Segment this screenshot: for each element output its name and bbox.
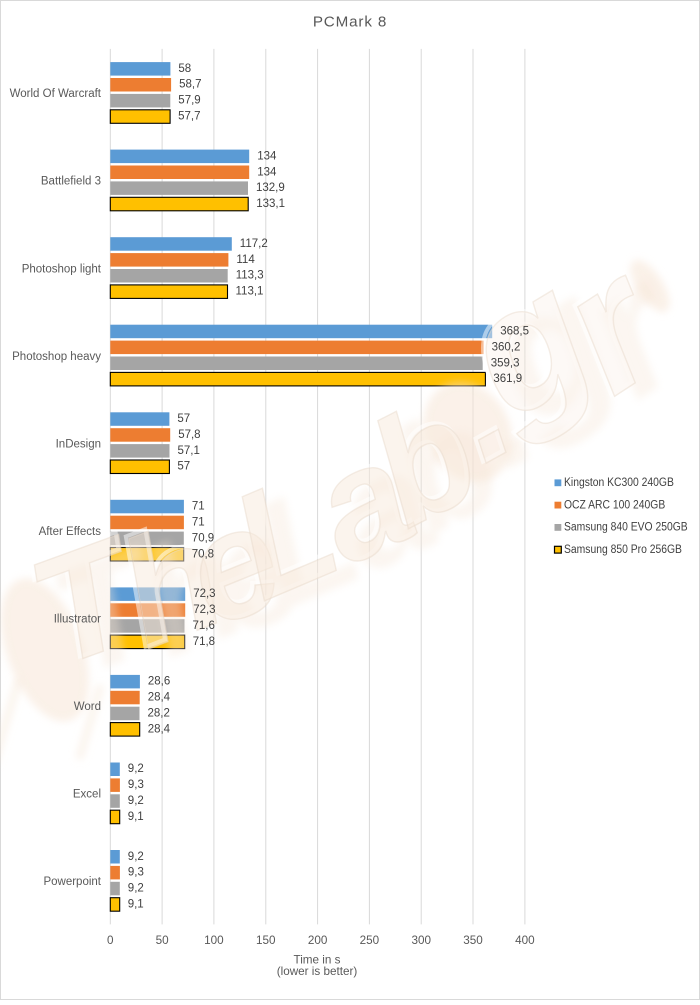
svg-text:Excel: Excel <box>73 789 101 801</box>
svg-text:28,4: 28,4 <box>148 692 171 704</box>
svg-text:133,1: 133,1 <box>256 198 285 210</box>
svg-text:Samsung 840 EVO 250GB: Samsung 840 EVO 250GB <box>564 521 688 534</box>
svg-text:Time in s: Time in s <box>294 954 341 967</box>
svg-text:9,1: 9,1 <box>128 899 144 911</box>
svg-text:57,7: 57,7 <box>178 111 200 123</box>
svg-text:Powerpoint: Powerpoint <box>43 876 101 888</box>
svg-text:Battlefield 3: Battlefield 3 <box>41 176 101 188</box>
svg-text:Photoshop light: Photoshop light <box>22 263 102 275</box>
svg-text:9,2: 9,2 <box>128 851 144 863</box>
svg-text:71,8: 71,8 <box>193 636 215 648</box>
svg-text:150: 150 <box>256 934 276 947</box>
svg-text:50: 50 <box>156 934 170 947</box>
svg-text:After Effects: After Effects <box>39 526 102 538</box>
svg-text:350: 350 <box>463 934 483 947</box>
svg-text:400: 400 <box>515 934 535 947</box>
svg-text:359,3: 359,3 <box>491 357 520 369</box>
svg-text:Word: Word <box>74 701 101 713</box>
svg-text:360,2: 360,2 <box>492 341 521 353</box>
svg-text:Samsung 850 Pro 256GB: Samsung 850 Pro 256GB <box>564 543 682 556</box>
svg-text:(lower is better): (lower is better) <box>277 965 358 978</box>
svg-text:57,9: 57,9 <box>178 95 200 107</box>
svg-text:100: 100 <box>204 934 224 947</box>
svg-text:368,5: 368,5 <box>500 326 529 338</box>
svg-text:113,3: 113,3 <box>236 270 264 282</box>
svg-text:9,2: 9,2 <box>128 763 144 775</box>
svg-text:71,6: 71,6 <box>193 620 215 632</box>
svg-text:InDesign: InDesign <box>56 438 101 450</box>
svg-text:Photoshop heavy: Photoshop heavy <box>12 351 101 363</box>
svg-text:134: 134 <box>257 166 277 178</box>
svg-text:9,3: 9,3 <box>128 867 144 879</box>
svg-text:28,2: 28,2 <box>148 708 170 720</box>
svg-text:Illustrator: Illustrator <box>54 614 101 626</box>
svg-text:0: 0 <box>107 934 114 947</box>
svg-text:58,7: 58,7 <box>179 79 201 91</box>
svg-text:117,2: 117,2 <box>240 238 268 250</box>
svg-text:World Of Warcraft: World Of Warcraft <box>10 88 102 100</box>
svg-text:57: 57 <box>177 461 190 473</box>
svg-text:9,2: 9,2 <box>128 883 144 895</box>
svg-text:Kingston KC300 240GB: Kingston KC300 240GB <box>564 476 674 489</box>
svg-text:134: 134 <box>257 150 277 162</box>
svg-text:72,3: 72,3 <box>193 588 215 600</box>
svg-text:72,3: 72,3 <box>193 604 215 616</box>
svg-text:OCZ ARC 100 240GB: OCZ ARC 100 240GB <box>564 499 665 512</box>
svg-text:PCMark 8: PCMark 8 <box>313 14 387 31</box>
svg-text:58: 58 <box>178 63 191 75</box>
svg-text:132,9: 132,9 <box>256 182 285 194</box>
svg-text:70,9: 70,9 <box>192 532 214 544</box>
svg-text:200: 200 <box>308 934 328 947</box>
svg-text:300: 300 <box>411 934 431 947</box>
svg-text:114: 114 <box>236 254 255 266</box>
svg-text:361,9: 361,9 <box>493 373 522 385</box>
svg-text:9,2: 9,2 <box>128 795 144 807</box>
svg-text:9,3: 9,3 <box>128 779 144 791</box>
svg-text:57,8: 57,8 <box>178 429 200 441</box>
svg-text:250: 250 <box>360 934 380 947</box>
svg-text:70,8: 70,8 <box>192 548 214 560</box>
svg-text:113,1: 113,1 <box>236 286 264 298</box>
svg-text:57: 57 <box>177 413 190 425</box>
svg-text:9,1: 9,1 <box>128 811 144 823</box>
svg-text:57,1: 57,1 <box>178 445 200 457</box>
svg-text:28,4: 28,4 <box>148 723 171 735</box>
svg-text:71: 71 <box>192 517 205 529</box>
svg-text:71: 71 <box>192 501 205 513</box>
svg-text:28,6: 28,6 <box>148 676 170 688</box>
